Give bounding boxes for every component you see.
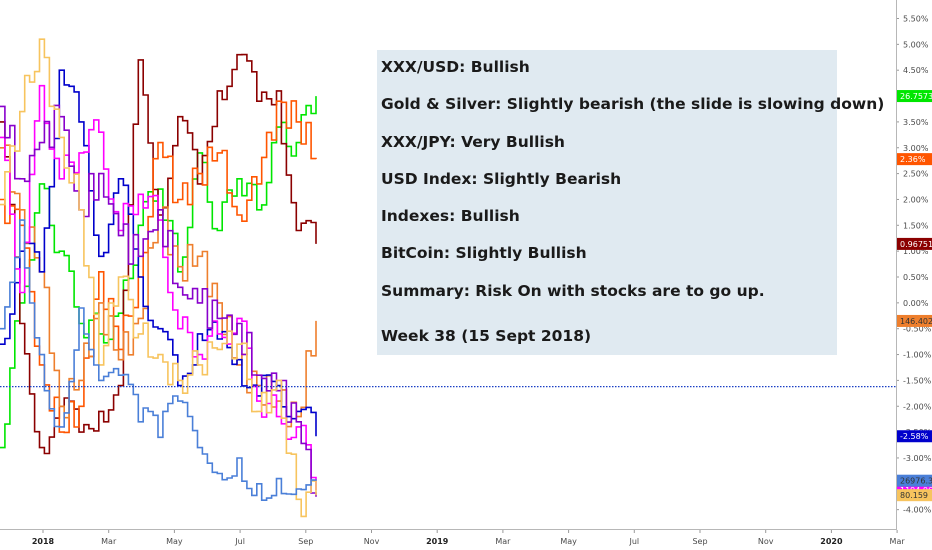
y-tick-label: 2.00% — [903, 195, 929, 204]
summary-line: XXX/USD: Bullish — [381, 58, 530, 76]
series-line — [0, 53, 317, 455]
summary-line: Indexes: Bullish — [381, 207, 520, 226]
price-tag-label: 26.7573 — [900, 92, 932, 101]
summary-line: Gold & Silver: Slightly bearish (the sli… — [381, 95, 885, 114]
x-tick-label: Nov — [758, 537, 774, 546]
price-tag-label: -2.58% — [900, 432, 929, 441]
series-layer — [0, 38, 317, 518]
x-tick-label: Sep — [692, 537, 707, 546]
x-tick-label: Mar — [890, 537, 906, 546]
price-tag-label: 2.36% — [900, 155, 926, 164]
x-tick-label: Jul — [628, 537, 639, 546]
week-label: Week 38 (15 Sept 2018) — [381, 327, 592, 346]
price-tag: -2.58% — [897, 430, 932, 443]
price-tag-label: 80.159 — [900, 491, 928, 500]
y-tick-label: -4.00% — [903, 506, 932, 515]
y-tick-label: 5.00% — [903, 40, 929, 49]
price-tag: 0.96751 — [897, 237, 932, 250]
y-tick-label: 4.50% — [903, 66, 929, 75]
y-tick-label: 5.50% — [903, 15, 929, 24]
price-tag-label: 26976.3 — [900, 477, 932, 486]
x-tick-label: 2018 — [32, 537, 55, 546]
x-tick-label: Mar — [495, 537, 511, 546]
price-tag: 26.7573 — [897, 90, 932, 103]
y-tick-label: 1.50% — [903, 221, 929, 230]
y-tick-label: 0.50% — [903, 273, 929, 282]
x-tick-label: Sep — [298, 537, 313, 546]
summary-line: XXX/JPY: Very Bullish — [381, 132, 565, 151]
series-line — [0, 219, 317, 501]
series-line — [0, 69, 317, 437]
price-tags-layer: 26.75730.967512.36%146.402-2.58%1194.061… — [897, 90, 932, 502]
x-tick-label: May — [166, 537, 183, 546]
price-tag-label: 0.96751 — [900, 240, 932, 249]
series-line — [0, 100, 317, 434]
price-tag: 26976.3 — [897, 474, 932, 487]
series-line — [0, 104, 317, 497]
x-tick-label: Mar — [101, 537, 117, 546]
y-tick-label: -0.50% — [903, 325, 932, 334]
x-tick-label: 2020 — [820, 537, 843, 546]
y-tick-label: -3.00% — [903, 454, 932, 463]
price-tag: 146.402 — [897, 314, 932, 327]
y-tick-label: 0.00% — [903, 299, 929, 308]
price-tag: 2.36% — [897, 153, 932, 166]
summary-line: Summary: Risk On with stocks are to go u… — [381, 281, 765, 300]
y-tick-label: -1.50% — [903, 376, 932, 385]
y-tick-label: -2.00% — [903, 402, 932, 411]
x-tick-label: Jul — [234, 537, 245, 546]
x-tick-label: Nov — [364, 537, 380, 546]
summary-line: BitCoin: Slightly Bullish — [381, 244, 587, 263]
y-tick-label: 2.50% — [903, 170, 929, 179]
y-tick-label: -1.00% — [903, 351, 932, 360]
y-tick-label: 1.00% — [903, 247, 929, 256]
price-tag: 80.159 — [897, 489, 932, 502]
x-tick-label: May — [560, 537, 577, 546]
summary-line: USD Index: Slightly Bearish — [381, 169, 622, 188]
price-tag-label: 146.402 — [900, 317, 932, 326]
series-line — [0, 38, 317, 518]
x-tick-label: 2019 — [426, 537, 449, 546]
y-tick-label: 3.00% — [903, 144, 929, 153]
summary-box: XXX/USD: Bullish Gold & Silver: Slightly… — [377, 50, 885, 355]
y-tick-label: 3.50% — [903, 118, 929, 127]
